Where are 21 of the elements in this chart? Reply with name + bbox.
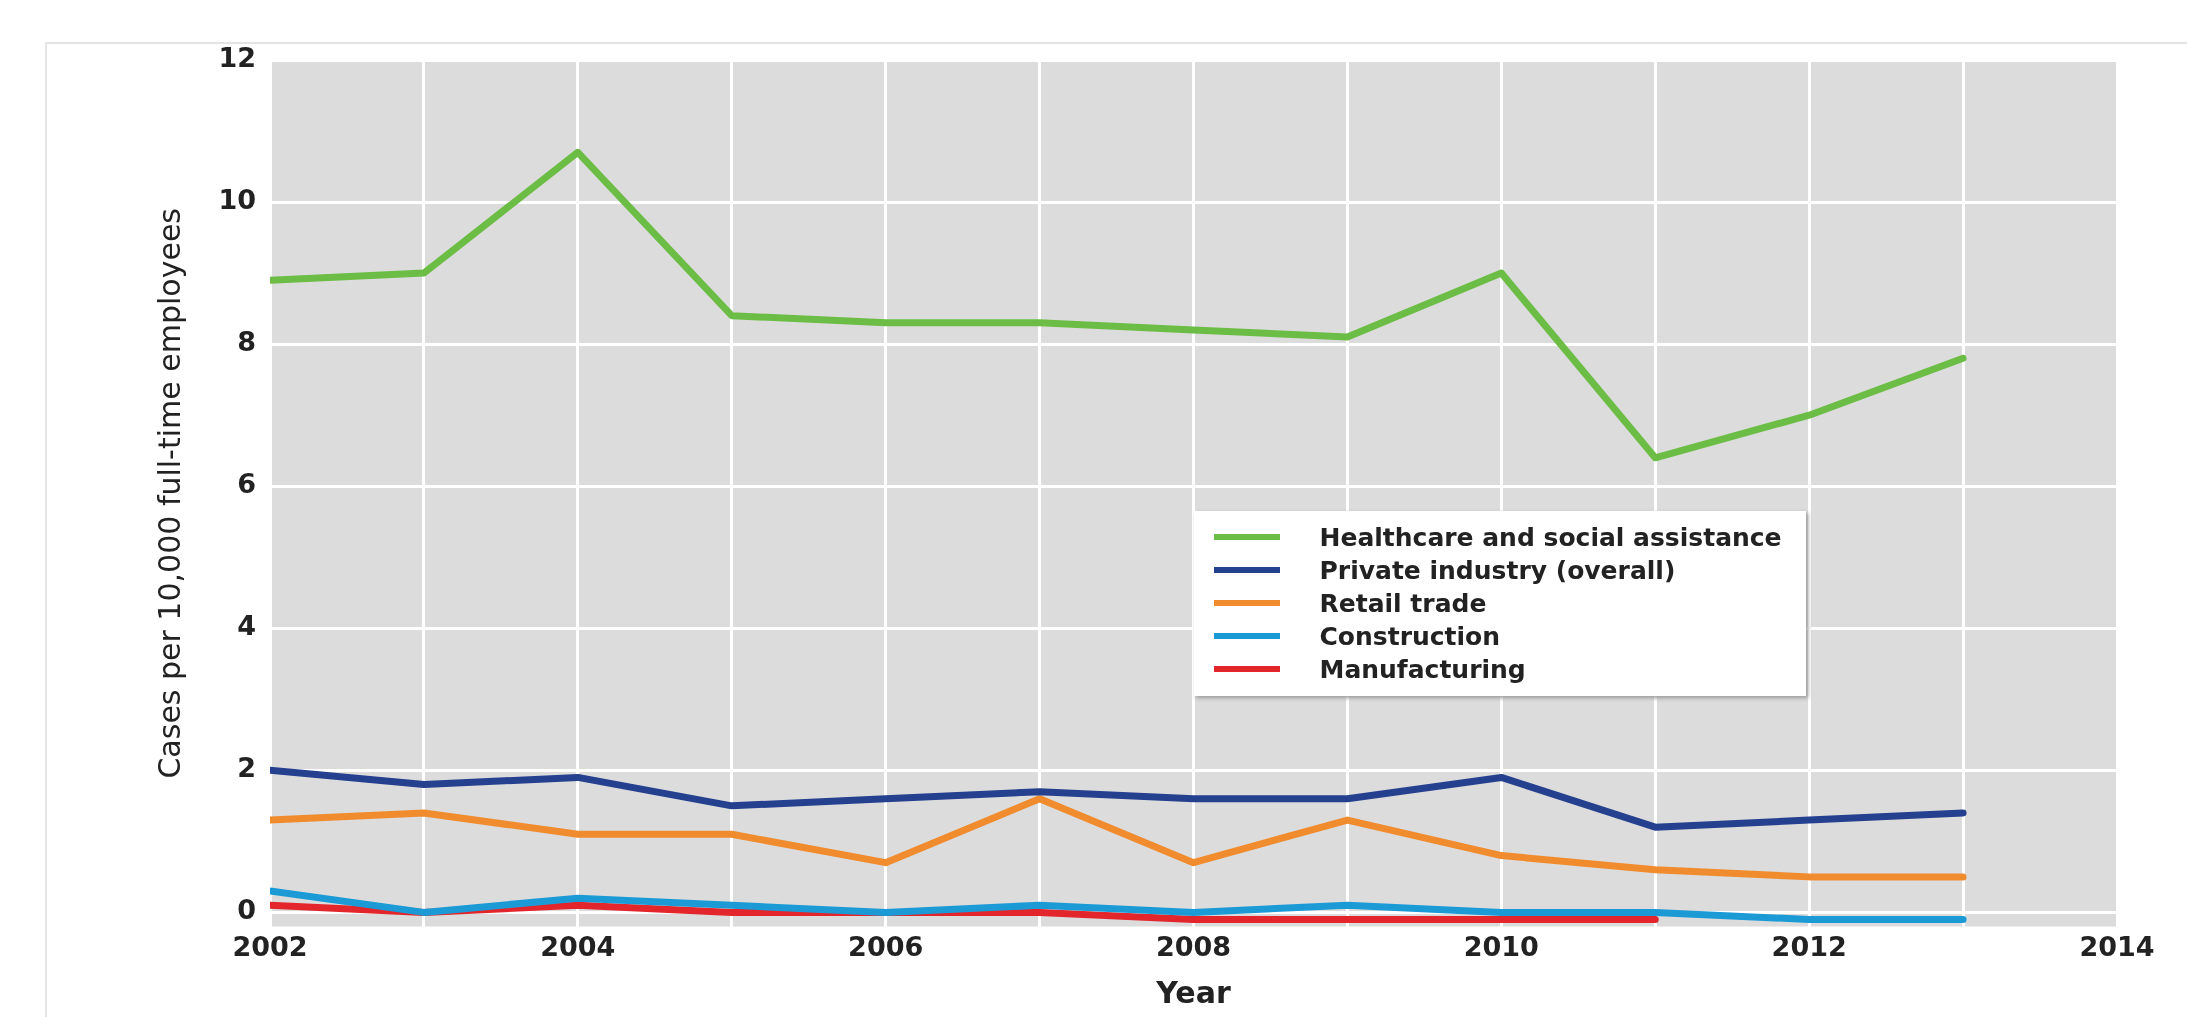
y-tick-label: 4 — [237, 610, 256, 642]
y-tick-label: 8 — [237, 326, 256, 358]
y-tick-label: 6 — [237, 468, 256, 500]
x-tick-label: 2004 — [540, 930, 616, 962]
legend-label: Construction — [1319, 621, 1501, 651]
y-axis-title: Cases per 10,000 full-time employees — [151, 208, 187, 779]
x-axis-title: Year — [1155, 974, 1231, 1010]
legend-label: Healthcare and social assistance — [1319, 522, 1782, 552]
x-tick-label: 2002 — [232, 930, 308, 962]
x-tick-label: 2006 — [848, 930, 924, 962]
x-tick-label: 2014 — [2079, 930, 2155, 962]
y-tick-label: 0 — [237, 894, 256, 926]
legend-label: Private industry (overall) — [1319, 555, 1676, 585]
y-tick-label: 10 — [218, 184, 256, 216]
x-tick-label: 2008 — [1155, 930, 1232, 962]
x-tick-label: 2012 — [1771, 930, 1847, 962]
legend-label: Retail trade — [1319, 588, 1487, 618]
legend-label: Manufacturing — [1319, 654, 1526, 684]
y-tick-label: 2 — [237, 752, 256, 784]
y-tick-label: 12 — [218, 42, 256, 74]
x-tick-label: 2010 — [1463, 930, 1539, 962]
